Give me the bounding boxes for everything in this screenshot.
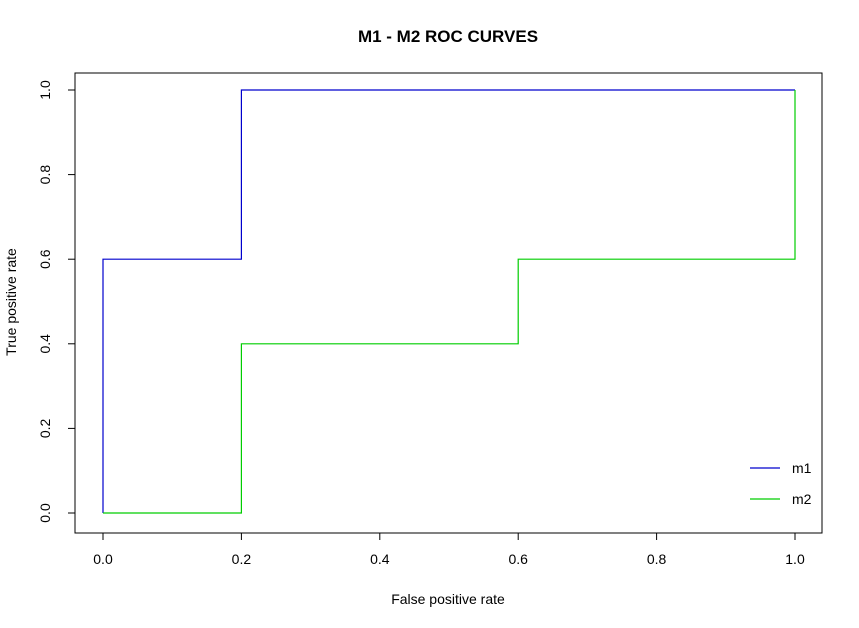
y-tick-label: 0.4 <box>37 334 53 354</box>
x-axis-label: False positive rate <box>391 591 505 607</box>
chart-title: M1 - M2 ROC CURVES <box>358 27 538 46</box>
x-tick-label: 0.8 <box>647 551 667 567</box>
legend: m1 m2 <box>750 460 812 507</box>
x-tick-label: 0.2 <box>232 551 252 567</box>
legend-label-m1: m1 <box>792 460 812 476</box>
x-axis-ticks: 0.0 0.2 0.4 0.6 0.8 1.0 <box>93 533 805 567</box>
y-tick-label: 0.6 <box>37 249 53 269</box>
series-line-m2 <box>103 90 796 514</box>
y-axis-label: True positive rate <box>3 248 19 356</box>
y-tick-label: 0.2 <box>37 418 53 438</box>
x-tick-label: 1.0 <box>785 551 805 567</box>
plot-frame <box>74 72 823 534</box>
series-layer <box>102 89 796 514</box>
series-line-m1 <box>102 89 795 513</box>
y-tick-label: 0.8 <box>37 165 53 185</box>
y-axis-ticks: 0.0 0.2 0.4 0.6 0.8 1.0 <box>37 80 75 523</box>
y-tick-label: 1.0 <box>37 80 53 100</box>
x-tick-label: 0.6 <box>508 551 528 567</box>
x-tick-label: 0.4 <box>370 551 390 567</box>
y-tick-label: 0.0 <box>37 503 53 523</box>
legend-label-m2: m2 <box>792 491 812 507</box>
x-tick-label: 0.0 <box>93 551 113 567</box>
